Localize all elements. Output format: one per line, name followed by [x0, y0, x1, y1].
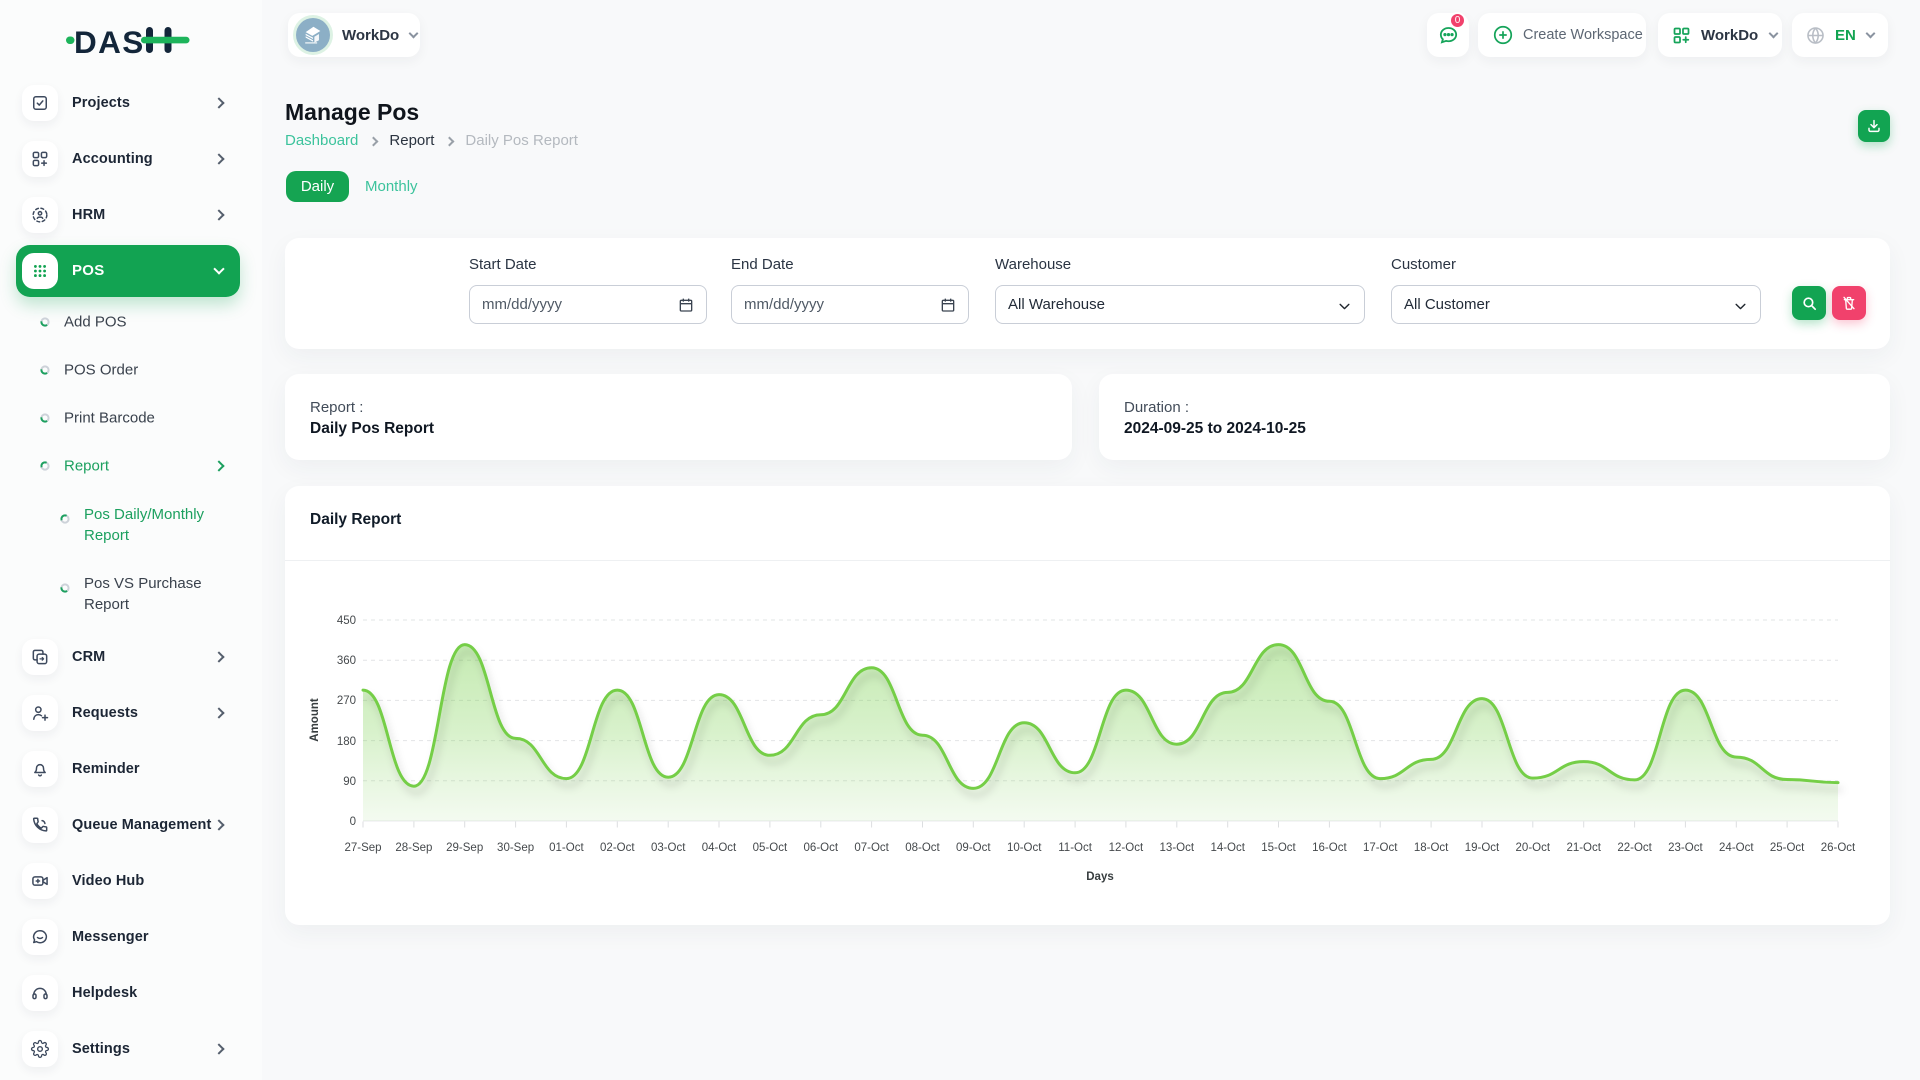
svg-text:17-Oct: 17-Oct — [1363, 842, 1398, 854]
svg-text:13-Oct: 13-Oct — [1160, 842, 1195, 854]
svg-text:23-Oct: 23-Oct — [1668, 842, 1703, 854]
svg-text:04-Oct: 04-Oct — [702, 842, 737, 854]
svg-text:25-Oct: 25-Oct — [1770, 842, 1805, 854]
svg-text:19-Oct: 19-Oct — [1465, 842, 1500, 854]
svg-text:22-Oct: 22-Oct — [1617, 842, 1652, 854]
svg-text:05-Oct: 05-Oct — [753, 842, 788, 854]
svg-text:11-Oct: 11-Oct — [1058, 842, 1092, 854]
svg-text:06-Oct: 06-Oct — [804, 842, 839, 854]
svg-text:Days: Days — [1086, 871, 1114, 883]
svg-text:18-Oct: 18-Oct — [1414, 842, 1449, 854]
svg-text:15-Oct: 15-Oct — [1261, 842, 1296, 854]
svg-text:24-Oct: 24-Oct — [1719, 842, 1754, 854]
svg-text:08-Oct: 08-Oct — [905, 842, 940, 854]
svg-text:26-Oct: 26-Oct — [1821, 842, 1856, 854]
svg-text:90: 90 — [343, 776, 356, 788]
svg-text:10-Oct: 10-Oct — [1007, 842, 1042, 854]
svg-text:03-Oct: 03-Oct — [651, 842, 686, 854]
svg-text:Amount: Amount — [309, 698, 321, 742]
svg-text:02-Oct: 02-Oct — [600, 842, 635, 854]
svg-text:21-Oct: 21-Oct — [1566, 842, 1601, 854]
svg-text:14-Oct: 14-Oct — [1210, 842, 1245, 854]
svg-text:20-Oct: 20-Oct — [1516, 842, 1551, 854]
svg-text:270: 270 — [337, 695, 356, 707]
svg-text:27-Sep: 27-Sep — [344, 842, 381, 854]
svg-text:30-Sep: 30-Sep — [497, 842, 534, 854]
svg-text:01-Oct: 01-Oct — [549, 842, 584, 854]
svg-text:09-Oct: 09-Oct — [956, 842, 991, 854]
svg-text:450: 450 — [337, 615, 356, 627]
svg-text:07-Oct: 07-Oct — [854, 842, 889, 854]
svg-text:28-Sep: 28-Sep — [395, 842, 432, 854]
svg-text:360: 360 — [337, 655, 356, 667]
svg-text:180: 180 — [337, 736, 356, 748]
svg-text:DAS: DAS — [74, 24, 142, 60]
svg-text:0: 0 — [350, 816, 356, 828]
svg-text:12-Oct: 12-Oct — [1109, 842, 1144, 854]
svg-text:29-Sep: 29-Sep — [446, 842, 483, 854]
svg-text:16-Oct: 16-Oct — [1312, 842, 1347, 854]
